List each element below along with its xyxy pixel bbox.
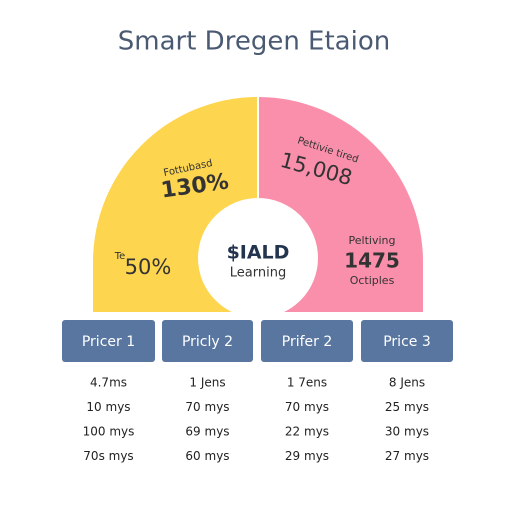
table-cell: 70s mys <box>83 449 133 463</box>
header-label: Pricer 1 <box>82 334 135 350</box>
table-cell: 70 mys <box>285 400 329 414</box>
segment-label: Te <box>114 251 126 262</box>
header-cell <box>261 320 353 362</box>
segment-label: Peltiving <box>349 234 396 247</box>
table-cell: 1 7ens <box>287 376 327 390</box>
header-cell <box>62 320 155 362</box>
table-cell: 1 Jens <box>189 376 225 390</box>
table: Pricer 1 Pricly 2 Prifer 2 Price 3 4.7ms 1 Je… <box>62 320 453 463</box>
header-label: Pricly 2 <box>182 334 233 350</box>
table-cell: 100 mys <box>83 425 135 439</box>
header-label: Price 3 <box>383 334 431 350</box>
table-cell: 27 mys <box>385 449 429 463</box>
segment-sublabel: Octiples <box>350 274 395 287</box>
table-cell: 60 mys <box>185 449 229 463</box>
header-label: Prifer 2 <box>282 334 333 350</box>
table-cell: 30 mys <box>385 425 429 439</box>
table-cell: 70 mys <box>185 400 229 414</box>
header-cell <box>361 320 453 362</box>
segment-value: 50% <box>125 255 172 279</box>
header-cell <box>162 320 253 362</box>
title: Smart Dregen Etaion <box>118 27 390 57</box>
table-cell: 25 mys <box>385 400 429 414</box>
table-cell: 22 mys <box>285 425 329 439</box>
table-cell: 8 Jens <box>389 376 425 390</box>
table-cell: 4.7ms <box>90 376 127 390</box>
donut-hole <box>198 198 318 318</box>
table-cell: 29 mys <box>285 449 329 463</box>
table-cell: 10 mys <box>86 400 130 414</box>
segment-value: 1475 <box>344 249 400 273</box>
table-cell: 69 mys <box>185 425 229 439</box>
center-label: Learning <box>230 266 286 281</box>
center-value: $IALD <box>227 242 290 264</box>
